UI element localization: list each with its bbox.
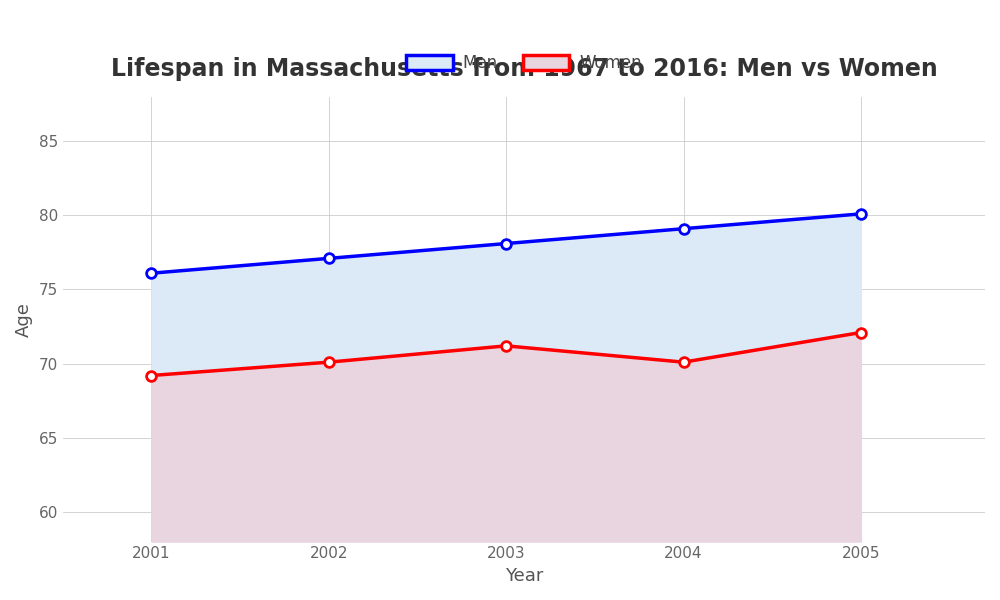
Legend: Men, Women: Men, Women	[399, 47, 649, 79]
X-axis label: Year: Year	[505, 567, 543, 585]
Title: Lifespan in Massachusetts from 1967 to 2016: Men vs Women: Lifespan in Massachusetts from 1967 to 2…	[111, 57, 937, 81]
Y-axis label: Age: Age	[15, 302, 33, 337]
